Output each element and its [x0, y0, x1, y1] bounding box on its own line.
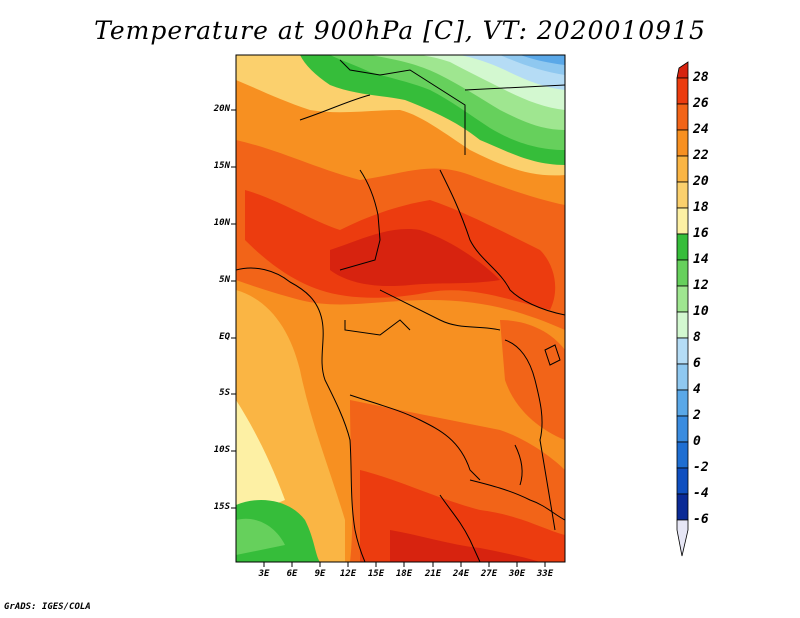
colorbar-label-16: 16 — [693, 226, 709, 241]
colorbar-label-14: 14 — [693, 252, 709, 267]
field-16-18-west — [236, 400, 285, 520]
colorbar-18-20 — [676, 181, 689, 209]
colorbar-above-28 — [676, 61, 689, 79]
lon-label-30e: 30E — [508, 569, 526, 579]
colorbar-12-14 — [676, 259, 689, 287]
lat-label-eq: EQ — [219, 332, 230, 342]
field-above-28 — [330, 229, 500, 287]
colorbar-label-6: 6 — [693, 356, 701, 371]
colorbar-label-m4: -4 — [693, 486, 709, 501]
colorbar-22-24 — [676, 129, 689, 157]
grads-credit: GrADS: IGES/COLA — [4, 602, 91, 612]
colorbar-2-4 — [676, 389, 689, 417]
lat-label-10s: 10S — [213, 445, 230, 455]
colorbar-label-26: 26 — [693, 96, 709, 111]
colorbar-label-18: 18 — [693, 200, 709, 215]
lat-label-15s: 15S — [213, 502, 230, 512]
colorbar-24-26 — [676, 103, 689, 131]
lon-label-33e: 33E — [536, 569, 554, 579]
colorbar-label-10: 10 — [693, 304, 709, 319]
lon-label-6e: 6E — [286, 569, 298, 579]
colorbar-m2-0 — [676, 441, 689, 469]
colorbar-label-20: 20 — [693, 174, 709, 189]
colorbar-0-2 — [676, 415, 689, 443]
colorbar-14-16 — [676, 233, 689, 261]
colorbar — [676, 61, 689, 557]
colorbar-label-28: 28 — [693, 70, 709, 85]
lon-label-27e: 27E — [480, 569, 498, 579]
country-borders — [236, 59, 565, 562]
colorbar-8-10 — [676, 311, 689, 339]
colorbar-label-0: 0 — [693, 434, 701, 449]
colorbar-label-4: 4 — [693, 382, 701, 397]
colorbar-m4-m2 — [676, 467, 689, 495]
colorbar-label-m6: -6 — [693, 512, 709, 527]
colorbar-label-2: 2 — [693, 408, 701, 423]
lon-label-3e: 3E — [258, 569, 270, 579]
colorbar-6-8 — [676, 337, 689, 365]
field-2-4-north — [520, 55, 565, 65]
lat-label-20n: 20N — [213, 104, 230, 114]
colorbar-20-22 — [676, 155, 689, 183]
lat-label-10n: 10N — [213, 218, 230, 228]
field-above-28-south — [390, 530, 540, 562]
lat-label-15n: 15N — [213, 161, 230, 171]
colorbar-label-24: 24 — [693, 122, 709, 137]
lat-label-5s: 5S — [219, 388, 230, 398]
colorbar-label-22: 22 — [693, 148, 709, 163]
chart-title: Temperature at 900hPa [C], VT: 202001091… — [94, 16, 706, 45]
lon-label-12e: 12E — [339, 569, 357, 579]
colorbar-10-12 — [676, 285, 689, 313]
colorbar-label-8: 8 — [693, 330, 701, 345]
lon-label-21e: 21E — [424, 569, 442, 579]
colorbar-m6-m4 — [676, 493, 689, 521]
field-24-26-east — [500, 320, 565, 440]
lon-label-9e: 9E — [314, 569, 326, 579]
axis-ticks — [231, 109, 546, 567]
colorbar-26-28 — [676, 77, 689, 105]
lat-label-5n: 5N — [219, 275, 230, 285]
colorbar-label-12: 12 — [693, 278, 709, 293]
map-frame — [235, 54, 566, 563]
colorbar-label-m2: -2 — [693, 460, 709, 475]
colorbar-4-6 — [676, 363, 689, 391]
lon-label-24e: 24E — [452, 569, 470, 579]
colorbar-16-18 — [676, 207, 689, 235]
lon-label-15e: 15E — [367, 569, 385, 579]
temperature-field — [236, 55, 565, 562]
colorbar-below-m6 — [676, 519, 689, 557]
lon-label-18e: 18E — [395, 569, 413, 579]
field-12-14-southwest — [236, 518, 285, 555]
